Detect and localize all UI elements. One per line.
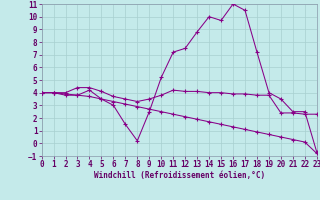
X-axis label: Windchill (Refroidissement éolien,°C): Windchill (Refroidissement éolien,°C): [94, 171, 265, 180]
